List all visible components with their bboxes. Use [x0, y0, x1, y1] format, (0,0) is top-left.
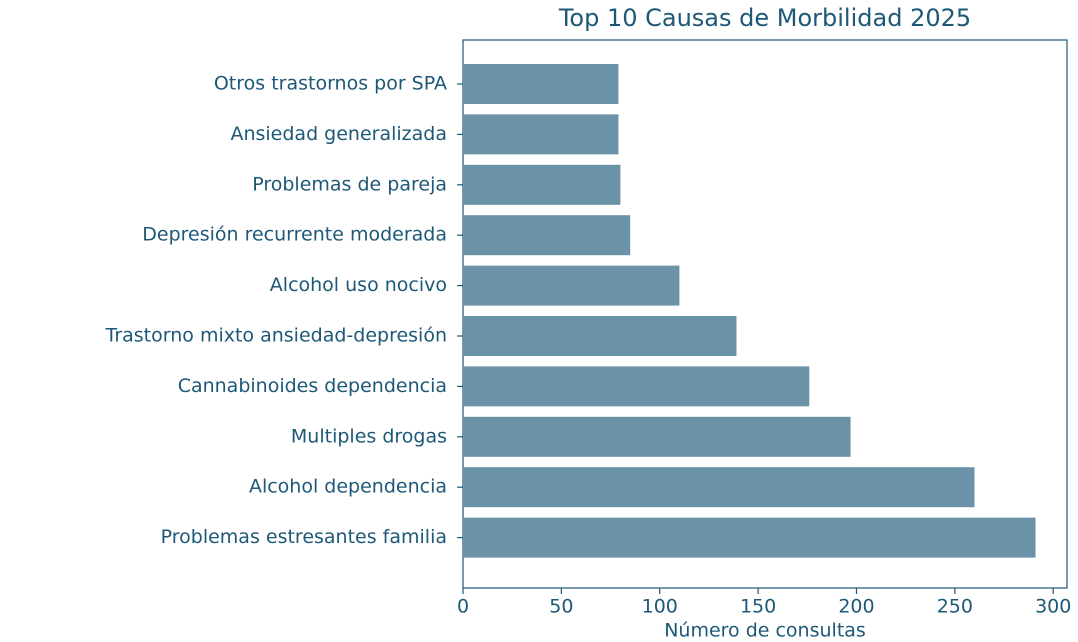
y-tick-label: Multiples drogas [291, 425, 447, 447]
y-tick-label: Trastorno mixto ansiedad-depresión [105, 325, 447, 347]
chart-title: Top 10 Causas de Morbilidad 2025 [558, 4, 971, 32]
bar [463, 64, 619, 104]
y-tick-label: Cannabinoides dependencia [178, 375, 447, 397]
y-tick-label: Alcohol uso nocivo [270, 274, 447, 296]
axes-frame [462, 39, 1068, 589]
y-tick-label: Otros trastornos por SPA [214, 73, 447, 95]
x-tick-label: 150 [740, 596, 776, 618]
bar [463, 316, 737, 356]
bar [463, 467, 975, 508]
x-tick-label: 200 [838, 596, 874, 618]
bar [463, 265, 680, 306]
y-tick-label: Ansiedad generalizada [230, 123, 447, 145]
y-tick-label: Alcohol dependencia [249, 476, 447, 498]
x-tick-label: 0 [457, 596, 469, 618]
bar [463, 114, 619, 155]
x-tick-label: 50 [549, 596, 573, 618]
x-tick-label: 100 [642, 596, 678, 618]
y-tick-label: Problemas estresantes familia [161, 526, 447, 548]
x-tick-label: 250 [937, 596, 973, 618]
bar [463, 366, 810, 407]
bar [463, 517, 1036, 558]
bar [463, 215, 631, 256]
y-tick-label: Problemas de pareja [252, 173, 447, 195]
bar [463, 416, 851, 457]
x-axis-label: Número de consultas [664, 620, 866, 642]
x-tick-label: 300 [1035, 596, 1071, 618]
bar [463, 164, 621, 205]
y-tick-label: Depresión recurrente moderada [142, 224, 447, 246]
